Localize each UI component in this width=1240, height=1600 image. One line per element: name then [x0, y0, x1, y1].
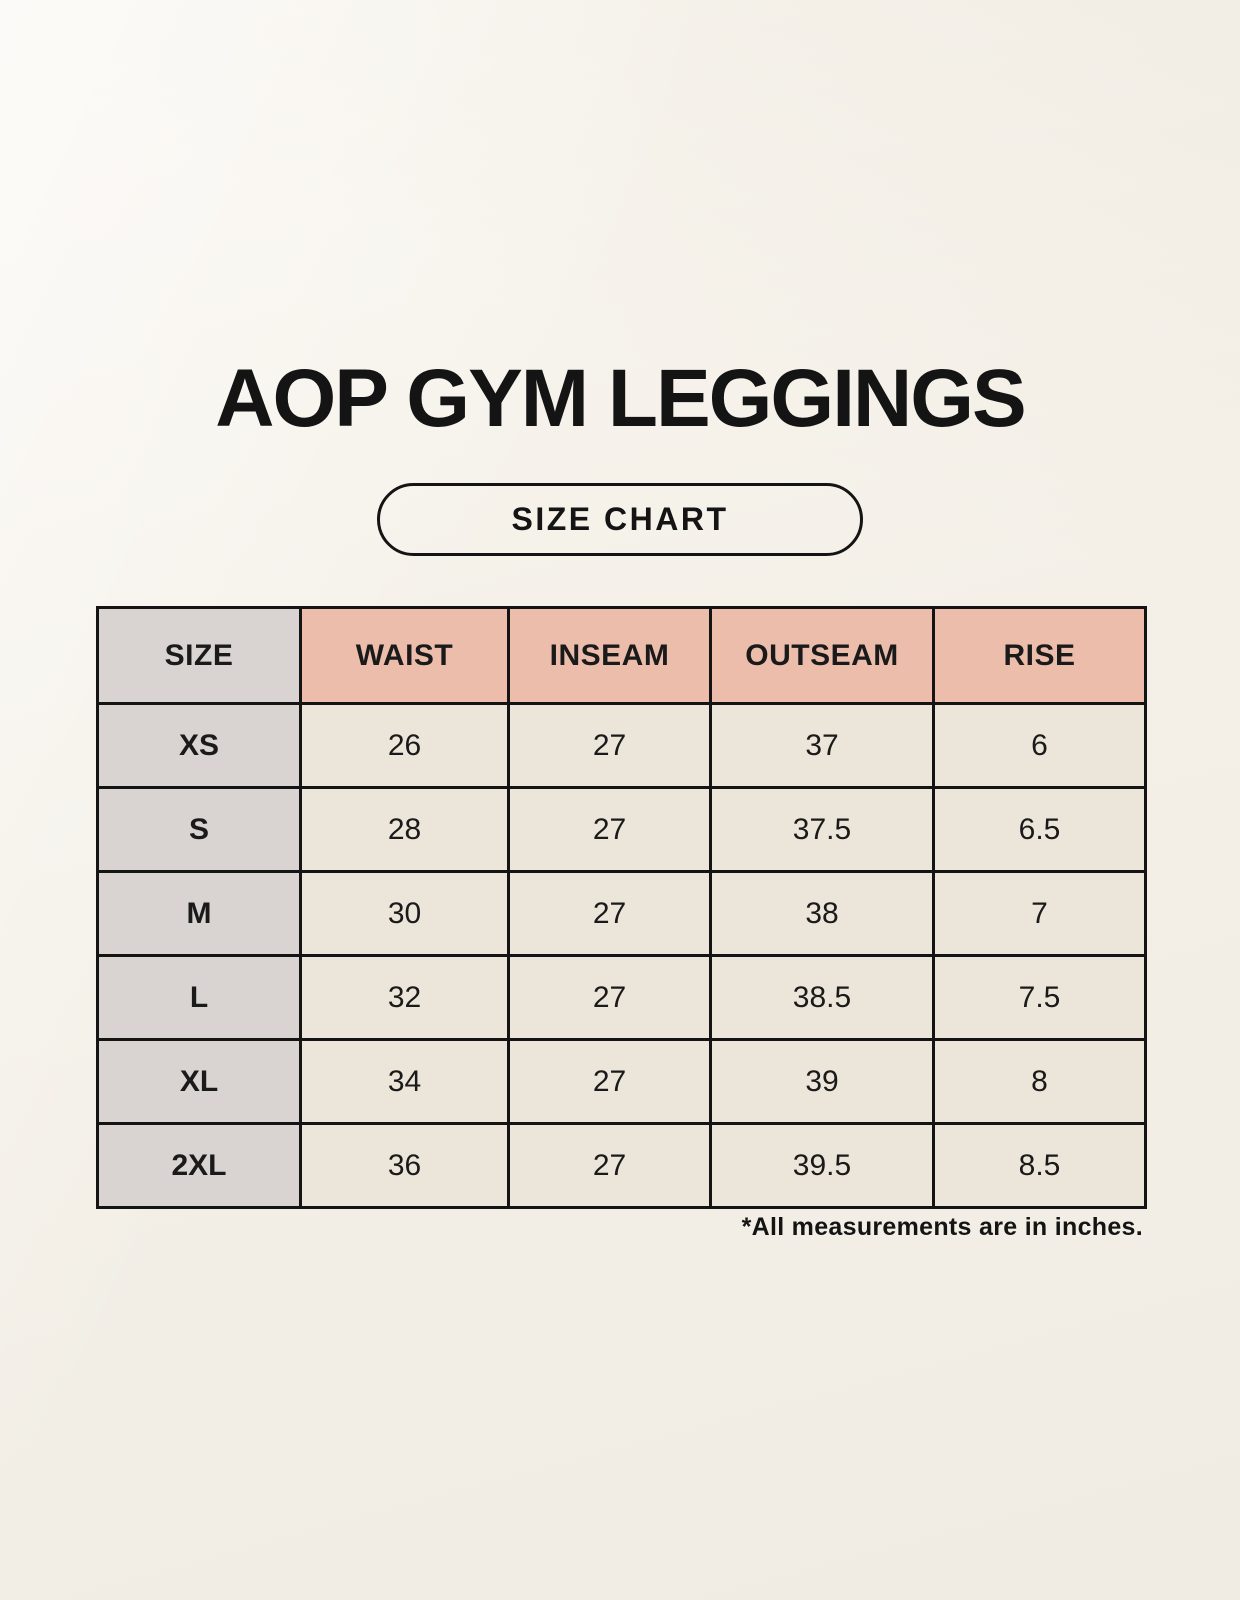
size-label-cell: S: [96, 786, 302, 873]
measurement-cell: 27: [507, 702, 712, 789]
size-label-cell: L: [96, 954, 302, 1041]
size-label-cell: M: [96, 870, 302, 957]
measurement-cell: 27: [507, 1122, 712, 1209]
measurement-cell: 26: [299, 702, 510, 789]
column-header-waist: WAIST: [299, 606, 510, 705]
measurement-cell: 32: [299, 954, 510, 1041]
measurement-cell: 7: [932, 870, 1147, 957]
measurement-cell: 39: [709, 1038, 935, 1125]
size-label-cell: XL: [96, 1038, 302, 1125]
table-row: 2XL 36 27 39.5 8.5: [96, 1122, 1147, 1209]
measurement-cell: 34: [299, 1038, 510, 1125]
table-row: L 32 27 38.5 7.5: [96, 954, 1147, 1041]
measurement-cell: 6.5: [932, 786, 1147, 873]
column-header-rise: RISE: [932, 606, 1147, 705]
measurement-cell: 8.5: [932, 1122, 1147, 1209]
page-title: AOP GYM LEGGINGS: [215, 353, 1026, 444]
measurement-cell: 39.5: [709, 1122, 935, 1209]
measurement-cell: 6: [932, 702, 1147, 789]
column-header-size: SIZE: [96, 606, 302, 705]
measurement-cell: 7.5: [932, 954, 1147, 1041]
size-chart-table: SIZE WAIST INSEAM OUTSEAM RISE XS 26 27 37 6…: [96, 606, 1147, 1209]
measurement-cell: 8: [932, 1038, 1147, 1125]
measurement-cell: 30: [299, 870, 510, 957]
measurement-cell: 36: [299, 1122, 510, 1209]
size-chart-badge: SIZE CHART: [377, 483, 863, 556]
table-row: S 28 27 37.5 6.5: [96, 786, 1147, 873]
column-header-outseam: OUTSEAM: [709, 606, 935, 705]
measurement-cell: 27: [507, 1038, 712, 1125]
table-row: M 30 27 38 7: [96, 870, 1147, 957]
size-label-cell: XS: [96, 702, 302, 789]
size-chart-badge-label: SIZE CHART: [511, 501, 729, 537]
table-row: XS 26 27 37 6: [96, 702, 1147, 789]
measurement-cell: 27: [507, 870, 712, 957]
column-header-inseam: INSEAM: [507, 606, 712, 705]
table-row: XL 34 27 39 8: [96, 1038, 1147, 1125]
measurement-cell: 37.5: [709, 786, 935, 873]
measurement-cell: 28: [299, 786, 510, 873]
measurements-footnote: *All measurements are in inches.: [741, 1213, 1143, 1241]
measurement-cell: 27: [507, 954, 712, 1041]
table-header-row: SIZE WAIST INSEAM OUTSEAM RISE: [96, 606, 1147, 705]
measurement-cell: 37: [709, 702, 935, 789]
measurement-cell: 38.5: [709, 954, 935, 1041]
size-label-cell: 2XL: [96, 1122, 302, 1209]
measurement-cell: 38: [709, 870, 935, 957]
measurement-cell: 27: [507, 786, 712, 873]
